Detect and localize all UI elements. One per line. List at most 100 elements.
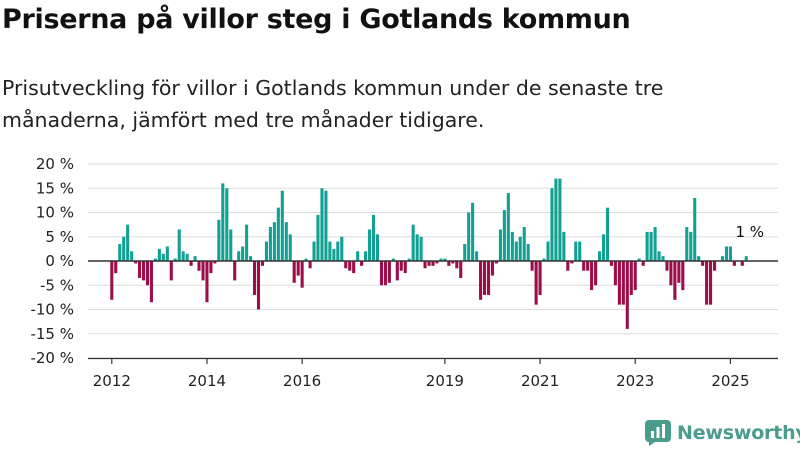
bar — [601, 234, 606, 261]
bar — [677, 261, 681, 283]
bar — [705, 261, 709, 305]
bar — [530, 261, 534, 271]
bar — [419, 236, 423, 261]
bar — [137, 261, 142, 278]
bar — [411, 224, 415, 262]
bar — [403, 261, 407, 274]
bar — [391, 258, 395, 261]
bar — [185, 253, 189, 261]
bar — [114, 261, 118, 274]
bar — [427, 261, 431, 266]
bar — [681, 261, 685, 291]
bar — [459, 261, 463, 278]
bar — [415, 234, 419, 261]
bar — [578, 241, 582, 261]
bar — [165, 246, 169, 261]
x-tick-label: 2019 — [426, 372, 464, 390]
bar — [590, 261, 594, 291]
bar — [197, 261, 201, 271]
bar — [149, 261, 153, 303]
bar — [514, 241, 518, 261]
bar — [316, 214, 320, 261]
bar — [284, 222, 288, 261]
y-tick-label: 10 % — [36, 204, 74, 222]
bar — [693, 197, 697, 261]
bar — [562, 231, 566, 261]
bar — [161, 253, 165, 261]
bar — [407, 258, 411, 261]
bar — [498, 229, 502, 261]
bar — [344, 261, 348, 269]
bar — [217, 219, 221, 261]
bar — [431, 261, 435, 266]
bar — [479, 261, 483, 300]
bar — [375, 234, 380, 261]
bar — [554, 178, 558, 261]
bar — [213, 261, 217, 264]
bar — [387, 261, 391, 283]
bar — [348, 261, 352, 271]
newsworthy-logo-text: Newsworthy — [677, 422, 800, 444]
bar — [653, 227, 657, 261]
bar — [153, 258, 157, 261]
bar — [546, 241, 550, 261]
bar — [645, 231, 649, 261]
y-tick-label: 5 % — [45, 228, 74, 246]
bar — [713, 261, 717, 271]
bar — [296, 261, 300, 276]
bar — [288, 234, 292, 261]
bar — [379, 261, 384, 286]
bar — [328, 241, 332, 261]
bar — [518, 236, 522, 261]
bar — [506, 193, 510, 261]
bar — [455, 261, 459, 269]
y-tick-label: -10 % — [30, 301, 74, 319]
bar — [126, 224, 130, 262]
annotations: 1 % — [735, 223, 764, 241]
bar — [621, 261, 625, 305]
bar — [312, 241, 316, 261]
bar — [276, 207, 280, 261]
bar — [486, 261, 491, 295]
bar — [118, 244, 122, 261]
bar — [443, 258, 447, 261]
newsworthy-logo: Newsworthy — [645, 420, 800, 446]
bar — [586, 261, 590, 271]
bar — [510, 231, 514, 261]
bar — [371, 214, 376, 261]
bar — [340, 236, 344, 261]
bar — [173, 258, 177, 261]
bar — [697, 256, 701, 261]
bar — [490, 261, 495, 276]
bar — [177, 229, 181, 261]
bar — [320, 188, 324, 261]
x-axis-labels: 2012 2014 2016 2019 2021 2023 2025 — [93, 372, 750, 390]
bar — [724, 246, 729, 261]
bar — [709, 261, 713, 305]
axes — [88, 260, 778, 364]
bar — [701, 261, 705, 266]
bar — [260, 261, 265, 266]
x-tick-label: 2023 — [616, 372, 654, 390]
bar — [629, 261, 633, 295]
bar — [122, 236, 126, 261]
x-tick-label: 2021 — [521, 372, 559, 390]
bar — [364, 251, 368, 261]
bar — [740, 261, 744, 266]
bar — [550, 188, 554, 261]
bar — [720, 256, 725, 261]
bar — [482, 261, 487, 295]
bars — [110, 178, 748, 329]
bar — [617, 261, 621, 305]
bar — [368, 229, 372, 261]
bar — [534, 261, 538, 305]
bar — [245, 224, 249, 262]
bar — [201, 261, 205, 281]
bar — [300, 261, 304, 288]
last-value-label: 1 % — [735, 223, 764, 241]
bar — [237, 251, 241, 261]
bar — [324, 190, 328, 261]
bar — [522, 227, 526, 261]
bar — [641, 261, 645, 266]
